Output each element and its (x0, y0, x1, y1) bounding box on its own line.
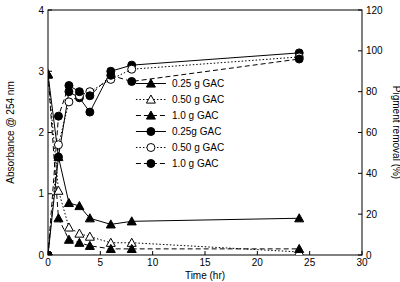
y2-tick-label: 0 (366, 250, 372, 261)
y2-tick (358, 173, 362, 174)
y2-tick (358, 50, 362, 51)
y2-tick-label: 40 (366, 168, 378, 179)
data-point (48, 251, 52, 255)
data-point (54, 153, 62, 161)
y2-tick (358, 214, 362, 215)
data-point (54, 153, 63, 161)
series-line (48, 53, 299, 255)
data-point (127, 217, 136, 225)
data-point (75, 88, 83, 96)
y2-tick (358, 132, 362, 133)
y-tick (48, 193, 52, 194)
y-tick-label: 0 (38, 250, 44, 261)
data-point (54, 141, 62, 149)
data-point (65, 82, 73, 90)
data-point (106, 220, 115, 228)
x-tick-label: 0 (45, 257, 51, 268)
data-point (107, 71, 115, 79)
x-tick (100, 251, 101, 255)
legend-marker (147, 144, 155, 152)
series-line (48, 74, 299, 249)
x-tick-label: 25 (304, 257, 316, 268)
data-point (64, 198, 73, 206)
data-point (295, 244, 304, 252)
data-point (48, 70, 53, 78)
legend: 0.25 g GAC 0.50 g GAC 1.0 g GAC 0.25g GAC 0.… (136, 78, 224, 169)
data-point (85, 214, 94, 222)
data-point (54, 112, 62, 120)
data-point (65, 98, 73, 106)
legend-label: 0.50 g GAC (172, 94, 224, 105)
y2-tick (358, 91, 362, 92)
data-point (48, 70, 53, 78)
y-tick-label: 1 (38, 188, 44, 199)
data-point (64, 223, 73, 231)
x-tick (205, 251, 206, 255)
x-tick (257, 251, 258, 255)
data-point (295, 55, 303, 63)
series-line (48, 57, 299, 255)
plot-area (48, 49, 304, 255)
y-axis-label: Absorbance @ 254 nm (5, 81, 16, 183)
data-point (86, 108, 94, 116)
legend-label: 1.0 g GAC (172, 158, 219, 169)
data-point (128, 77, 136, 85)
legend-marker (147, 128, 155, 136)
x-tick (362, 251, 363, 255)
y-tick-label: 2 (38, 127, 44, 138)
y2-tick-label: 80 (366, 86, 378, 97)
y2-tick-label: 60 (366, 127, 378, 138)
plot-frame (48, 10, 362, 255)
y2-tick-label: 20 (366, 209, 378, 220)
data-point (75, 238, 84, 246)
x-axis-label: Time (hr) (185, 270, 225, 281)
legend-marker (146, 79, 155, 87)
legend-label: 0.25g GAC (172, 126, 221, 137)
data-point (54, 186, 63, 194)
data-point (48, 251, 52, 255)
data-point (85, 232, 94, 240)
legend-marker (146, 95, 155, 103)
data-point (75, 229, 84, 237)
data-point (75, 202, 84, 210)
data-point (295, 214, 304, 222)
y2-tick (358, 10, 362, 11)
x-tick-label: 5 (98, 257, 104, 268)
data-point (127, 244, 136, 252)
y2-tick (358, 255, 362, 256)
y-tick-label: 3 (38, 66, 44, 77)
legend-label: 1.0 g GAC (172, 110, 219, 121)
data-point (48, 251, 52, 255)
legend-marker (147, 160, 155, 168)
data-point (64, 235, 73, 243)
data-point (106, 244, 115, 252)
series-line (48, 74, 299, 224)
chart: 05101520253001234020406080100120Time (hr… (0, 0, 400, 282)
data-point (85, 241, 94, 249)
x-tick (309, 251, 310, 255)
data-point (86, 92, 94, 100)
legend-label: 0.25 g GAC (172, 78, 224, 89)
legend-marker (146, 111, 155, 119)
y2-tick-label: 100 (366, 45, 383, 56)
y2-tick-label: 120 (366, 5, 383, 16)
series-line (48, 74, 299, 252)
data-point (54, 214, 63, 222)
y-tick (48, 132, 52, 133)
y2-axis-label: Pigment removal (%) (391, 86, 400, 179)
data-point (128, 65, 136, 73)
y-tick-label: 4 (38, 5, 44, 16)
series-line (48, 59, 299, 255)
y-tick (48, 10, 52, 11)
data-point (48, 70, 53, 78)
x-tick-label: 10 (147, 257, 159, 268)
x-tick (152, 251, 153, 255)
x-tick-label: 15 (199, 257, 211, 268)
legend-label: 0.50 g GAC (172, 142, 224, 153)
x-tick-label: 20 (252, 257, 264, 268)
